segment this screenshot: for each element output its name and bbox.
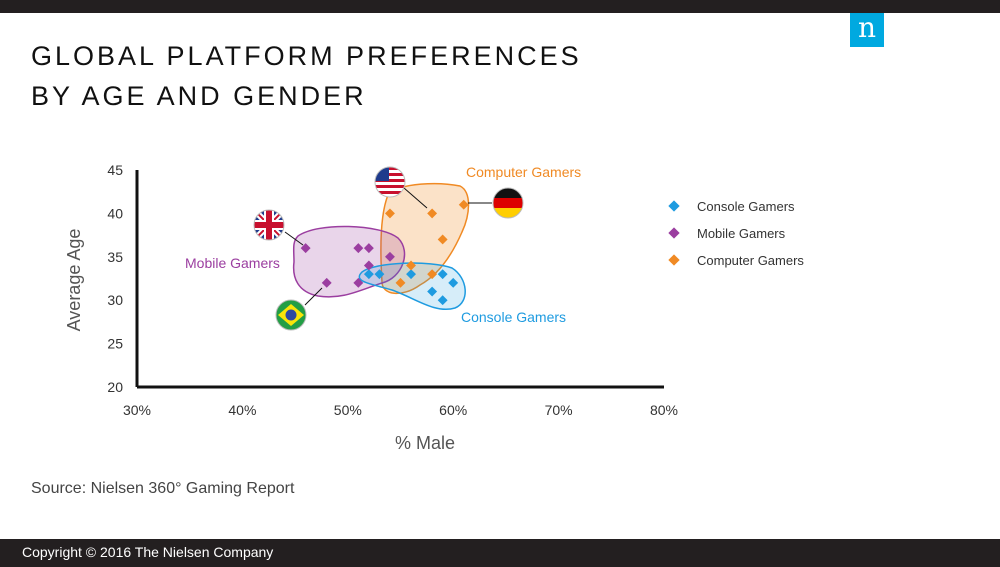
x-tick-label: 60% [439,402,467,418]
brazil-flag-connector [304,287,323,306]
mobile-data-point [321,277,332,288]
germany-flag-icon [492,187,524,219]
y-tick-label: 40 [107,205,123,221]
legend-label-mobile: Mobile Gamers [697,226,786,241]
computer-data-point [385,208,395,219]
console-data-point [437,295,448,306]
brazil-flag-icon [275,299,307,331]
mobile-data-point [363,243,374,254]
mobile-data-point [300,243,311,254]
console-data-point [406,269,416,280]
computer-data-point [395,277,406,288]
uk-flag-connector [284,231,304,246]
mobile-data-point [353,243,364,254]
legend-item-console: Console Gamers [668,199,795,214]
computer-gamers-region [380,182,470,294]
annotation-mobile-gamers: Mobile Gamers [185,255,280,271]
mobile-gamers-region [292,225,406,298]
x-axis-label: % Male [395,433,455,453]
mobile-data-point [363,260,374,271]
console-data-point [437,269,448,280]
footer-bar: Copyright © 2016 The Nielsen Company [0,539,1000,567]
uk-flag-icon [253,209,285,241]
nielsen-logo: n [850,13,884,47]
console-data-point [427,286,438,297]
us-flag-icon [374,166,406,198]
computer-data-point [458,199,469,210]
x-tick-label: 40% [228,402,256,418]
legend-label-console: Console Gamers [697,199,795,214]
computer-data-point [406,260,416,271]
console-gamers-region [358,262,466,310]
y-tick-label: 30 [107,292,123,308]
x-tick-label: 50% [334,402,362,418]
title-line-1: GLOBAL PLATFORM PREFERENCES [31,41,582,71]
console-data-point [374,269,385,280]
annotation-computer-gamers: Computer Gamers [466,164,581,180]
y-axis-label: Average Age [64,229,84,332]
annotation-console-gamers: Console Gamers [461,309,566,325]
source-note: Source: Nielsen 360° Gaming Report [31,480,295,497]
title-line-2: BY AGE AND GENDER [31,81,367,111]
y-tick-label: 25 [107,336,123,352]
legend-label-computer: Computer Gamers [697,253,804,268]
y-tick-label: 20 [107,379,123,395]
console-data-point [448,277,459,288]
y-tick-label: 35 [107,249,123,265]
us-flag-connector [403,187,428,209]
console-data-point [363,269,374,280]
page-title: GLOBAL PLATFORM PREFERENCES BY AGE AND G… [31,36,582,116]
legend: Console Gamers Mobile Gamers Computer Ga… [668,199,804,268]
x-tick-label: 70% [545,402,573,418]
copyright-text: Copyright © 2016 The Nielsen Company [22,544,274,560]
legend-item-mobile: Mobile Gamers [668,226,786,241]
top-bar [0,0,1000,13]
y-tick-label: 45 [107,162,123,178]
mobile-data-point [353,277,364,288]
computer-data-point [427,208,438,219]
computer-data-point [427,269,438,280]
computer-data-point [437,234,448,245]
x-tick-label: 80% [650,402,678,418]
x-tick-label: 30% [123,402,151,418]
legend-item-computer: Computer Gamers [668,253,804,268]
mobile-data-point [385,251,395,262]
